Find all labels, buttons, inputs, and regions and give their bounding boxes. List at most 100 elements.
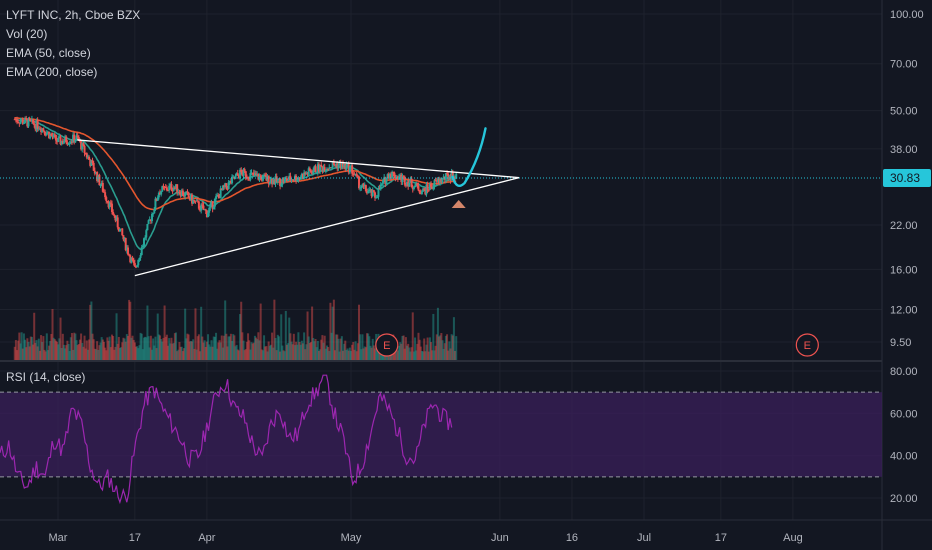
candle-body bbox=[38, 128, 41, 130]
candle-body bbox=[211, 201, 214, 209]
candle-body bbox=[243, 169, 246, 172]
candle-body bbox=[317, 164, 320, 172]
candle-body bbox=[139, 255, 142, 258]
candle-body bbox=[314, 166, 317, 173]
symbol-title: LYFT INC, 2h, Cboe BZX bbox=[6, 8, 141, 22]
volume-bar bbox=[419, 346, 422, 360]
candle-body bbox=[114, 215, 117, 221]
candle-body bbox=[301, 173, 304, 179]
candle-body bbox=[176, 184, 179, 193]
candle-body bbox=[285, 178, 288, 182]
candle-body bbox=[197, 201, 200, 209]
candle-body bbox=[308, 168, 311, 171]
candle-body bbox=[161, 186, 164, 192]
trendline-drawing[interactable] bbox=[134, 177, 520, 277]
candle-body bbox=[267, 175, 270, 184]
volume-bar bbox=[313, 341, 316, 360]
volume-bar bbox=[283, 351, 286, 360]
volume-bar bbox=[361, 334, 364, 360]
candle-body bbox=[431, 186, 434, 189]
volume-bar bbox=[35, 340, 38, 360]
candle-body bbox=[85, 153, 88, 158]
arrow-drawing[interactable] bbox=[451, 127, 487, 188]
candle-body bbox=[20, 119, 23, 122]
volume-bar bbox=[252, 342, 255, 360]
candle-body bbox=[153, 209, 156, 214]
ema200-indicator-label[interactable]: EMA (200, close) bbox=[6, 65, 98, 79]
candle-body bbox=[28, 118, 31, 120]
candle-body bbox=[384, 177, 387, 185]
volume-bar bbox=[105, 350, 108, 360]
candle-body bbox=[167, 190, 170, 192]
candle-body bbox=[70, 141, 73, 143]
volume-bar bbox=[233, 335, 236, 360]
volume-bar bbox=[18, 332, 21, 360]
candle-body bbox=[78, 140, 81, 142]
candle-body bbox=[213, 199, 216, 207]
volume-bar bbox=[256, 339, 259, 360]
price-axis-label: 38.00 bbox=[890, 144, 918, 156]
vol-indicator-label[interactable]: Vol (20) bbox=[6, 27, 48, 41]
candle-body bbox=[88, 156, 91, 160]
candle-body bbox=[250, 172, 253, 174]
candle-body bbox=[348, 166, 351, 173]
candle-body bbox=[60, 140, 63, 145]
volume-bar bbox=[275, 350, 278, 360]
candle-body bbox=[264, 174, 267, 176]
candle-body bbox=[409, 178, 412, 183]
rsi-legend[interactable]: RSI (14, close) bbox=[6, 370, 86, 384]
candle-body bbox=[144, 237, 147, 239]
candle-body bbox=[64, 136, 67, 142]
price-axis-label: 16.00 bbox=[890, 264, 918, 276]
volume-bar bbox=[266, 351, 269, 360]
volume-bar bbox=[261, 350, 264, 360]
volume-bar bbox=[88, 339, 91, 360]
candle-body bbox=[137, 259, 140, 266]
volume-bar bbox=[134, 346, 137, 360]
candle-body bbox=[96, 172, 99, 181]
volume-bar bbox=[337, 338, 340, 360]
volume-bar bbox=[394, 348, 397, 360]
volume-bar bbox=[228, 336, 231, 360]
volume-bar bbox=[76, 345, 79, 360]
volume-bar bbox=[36, 346, 39, 360]
candle-body bbox=[309, 170, 312, 173]
ema50-line[interactable] bbox=[14, 118, 457, 251]
candle-body bbox=[289, 175, 292, 181]
candle-body bbox=[386, 174, 389, 178]
volume-bar bbox=[80, 333, 83, 360]
volume-bar bbox=[343, 343, 346, 360]
candle-body bbox=[241, 172, 244, 176]
price-axis-label: 22.00 bbox=[890, 220, 918, 232]
volume-bar bbox=[171, 343, 174, 360]
volume-bar bbox=[217, 342, 220, 360]
candle-body bbox=[195, 200, 198, 202]
earnings-marker-icon[interactable]: E bbox=[375, 333, 399, 357]
candle-body bbox=[416, 182, 419, 186]
volume-bar bbox=[444, 335, 447, 360]
candle-body bbox=[249, 173, 252, 180]
candle-body bbox=[433, 180, 436, 187]
candle-body bbox=[140, 247, 143, 256]
candle-body bbox=[67, 143, 70, 145]
trendline-drawing[interactable] bbox=[77, 139, 520, 179]
candle-body bbox=[407, 181, 410, 187]
volume-bar bbox=[114, 346, 117, 360]
time-axis-label: Jun bbox=[491, 532, 509, 544]
volume-bar bbox=[324, 348, 327, 360]
earnings-marker-icon[interactable]: E bbox=[795, 333, 819, 357]
ema50-indicator-label[interactable]: EMA (50, close) bbox=[6, 46, 91, 60]
rsi-line[interactable] bbox=[0, 374, 453, 505]
triangle-marker-icon[interactable] bbox=[451, 200, 466, 208]
candle-body bbox=[304, 172, 307, 175]
volume-bar bbox=[323, 335, 326, 360]
volume-bar bbox=[335, 334, 338, 360]
volume-bar bbox=[248, 340, 251, 360]
volume-bar bbox=[356, 343, 359, 360]
price-axis-label: 50.00 bbox=[890, 106, 918, 118]
candle-body bbox=[391, 171, 394, 178]
candle-body bbox=[52, 134, 55, 138]
volume-bar bbox=[434, 345, 437, 360]
